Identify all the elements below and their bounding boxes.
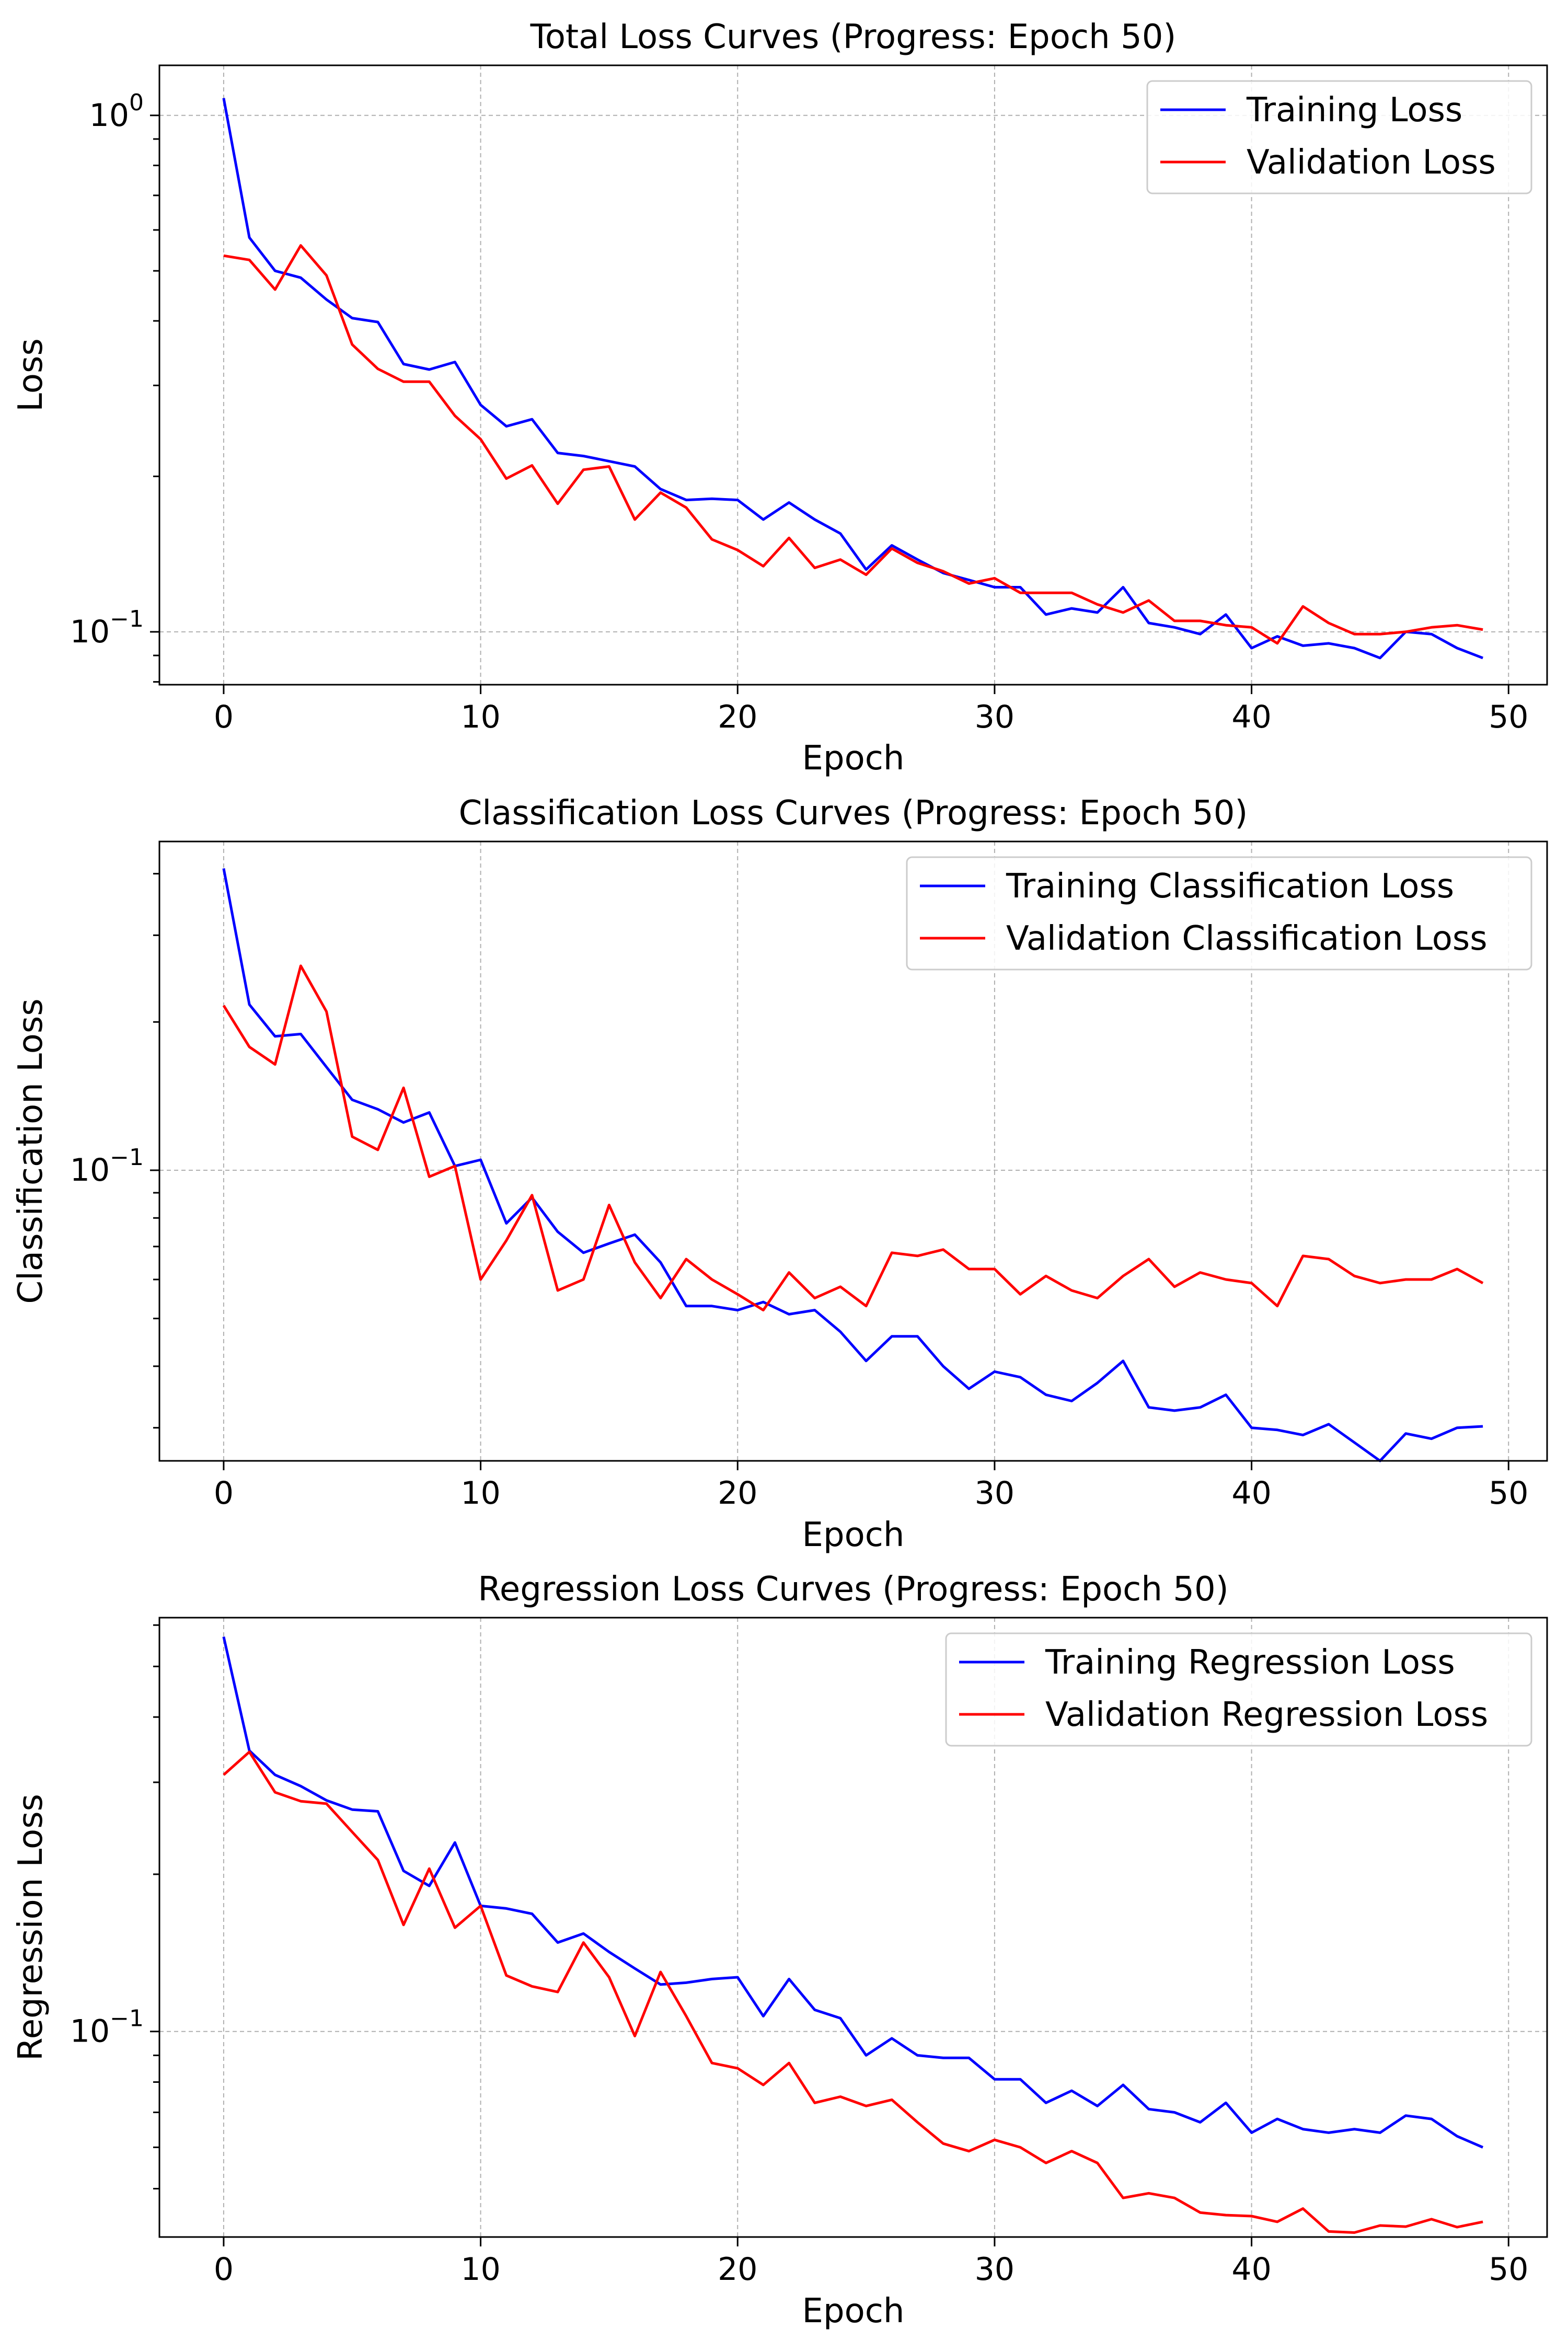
legend-label: Training Regression Loss bbox=[1045, 1643, 1455, 1682]
x-tick-label: 30 bbox=[975, 2251, 1014, 2288]
legend-label: Validation Classification Loss bbox=[1006, 919, 1488, 958]
legend-box bbox=[945, 1632, 1532, 1747]
legend-box bbox=[906, 856, 1532, 971]
plot-frame bbox=[158, 64, 1548, 686]
x-tick-label: 0 bbox=[214, 2251, 234, 2288]
series-line-training bbox=[222, 98, 1483, 660]
x-tick-label: 10 bbox=[460, 1475, 500, 1512]
chart-title: Regression Loss Curves (Progress: Epoch … bbox=[478, 1570, 1228, 1609]
x-tick-label: 10 bbox=[460, 2251, 500, 2288]
series-line-training bbox=[222, 868, 1483, 1462]
x-tick-label: 40 bbox=[1231, 2251, 1271, 2288]
y-axis-label: Loss bbox=[11, 338, 50, 411]
legend-label: Training Loss bbox=[1246, 91, 1462, 130]
x-axis-label: Epoch bbox=[802, 739, 905, 778]
x-tick-label: 50 bbox=[1489, 2251, 1528, 2288]
chart-title: Total Loss Curves (Progress: Epoch 50) bbox=[530, 18, 1177, 56]
y-tick-label: 100 bbox=[89, 89, 144, 134]
x-tick-label: 30 bbox=[975, 1475, 1014, 1512]
series-line-validation bbox=[223, 244, 1483, 645]
chart-panel-3: 0 10 20 30 40 50 10−1 Regression Loss Curves (P… bbox=[11, 1570, 1548, 2331]
y-tick-label: 10−1 bbox=[70, 2005, 144, 2050]
x-tick-label: 20 bbox=[718, 1475, 757, 1512]
x-tick-label: 0 bbox=[214, 1475, 234, 1512]
y-axis-label: Regression Loss bbox=[11, 1794, 50, 2061]
x-tick-label: 50 bbox=[1489, 1475, 1528, 1512]
x-tick-label: 50 bbox=[1489, 699, 1528, 735]
plot-frame bbox=[158, 1617, 1548, 2238]
y-tick-label: 10−1 bbox=[70, 1144, 144, 1189]
chart-title: Classification Loss Curves (Progress: Ep… bbox=[459, 794, 1248, 833]
x-axis-label: Epoch bbox=[802, 1516, 905, 1554]
x-tick-label: 20 bbox=[718, 2251, 757, 2288]
y-axis-label: Classification Loss bbox=[11, 998, 50, 1304]
legend-label: Validation Loss bbox=[1247, 143, 1496, 182]
chart-panel-1: 0 10 20 30 40 50 100 10−1 Total Loss Curves (Pro… bbox=[11, 18, 1548, 778]
x-tick-label: 20 bbox=[718, 699, 757, 735]
y-tick-label: 10−1 bbox=[70, 606, 144, 650]
x-tick-label: 30 bbox=[975, 699, 1014, 735]
x-axis-label: Epoch bbox=[802, 2292, 905, 2331]
series-line-validation bbox=[223, 1750, 1483, 2234]
chart-panel-2: 0 10 20 30 40 50 10−1 Classification Loss Curve… bbox=[11, 794, 1548, 1554]
x-tick-label: 40 bbox=[1231, 699, 1271, 735]
x-tick-label: 10 bbox=[460, 699, 500, 735]
x-tick-label: 0 bbox=[214, 699, 234, 735]
legend-box bbox=[1146, 80, 1532, 194]
plot-frame bbox=[158, 840, 1548, 1462]
legend-label: Validation Regression Loss bbox=[1045, 1696, 1488, 1734]
x-tick-label: 40 bbox=[1231, 1475, 1271, 1512]
legend-label: Training Classification Loss bbox=[1006, 867, 1454, 906]
series-line-validation bbox=[222, 964, 1484, 1312]
